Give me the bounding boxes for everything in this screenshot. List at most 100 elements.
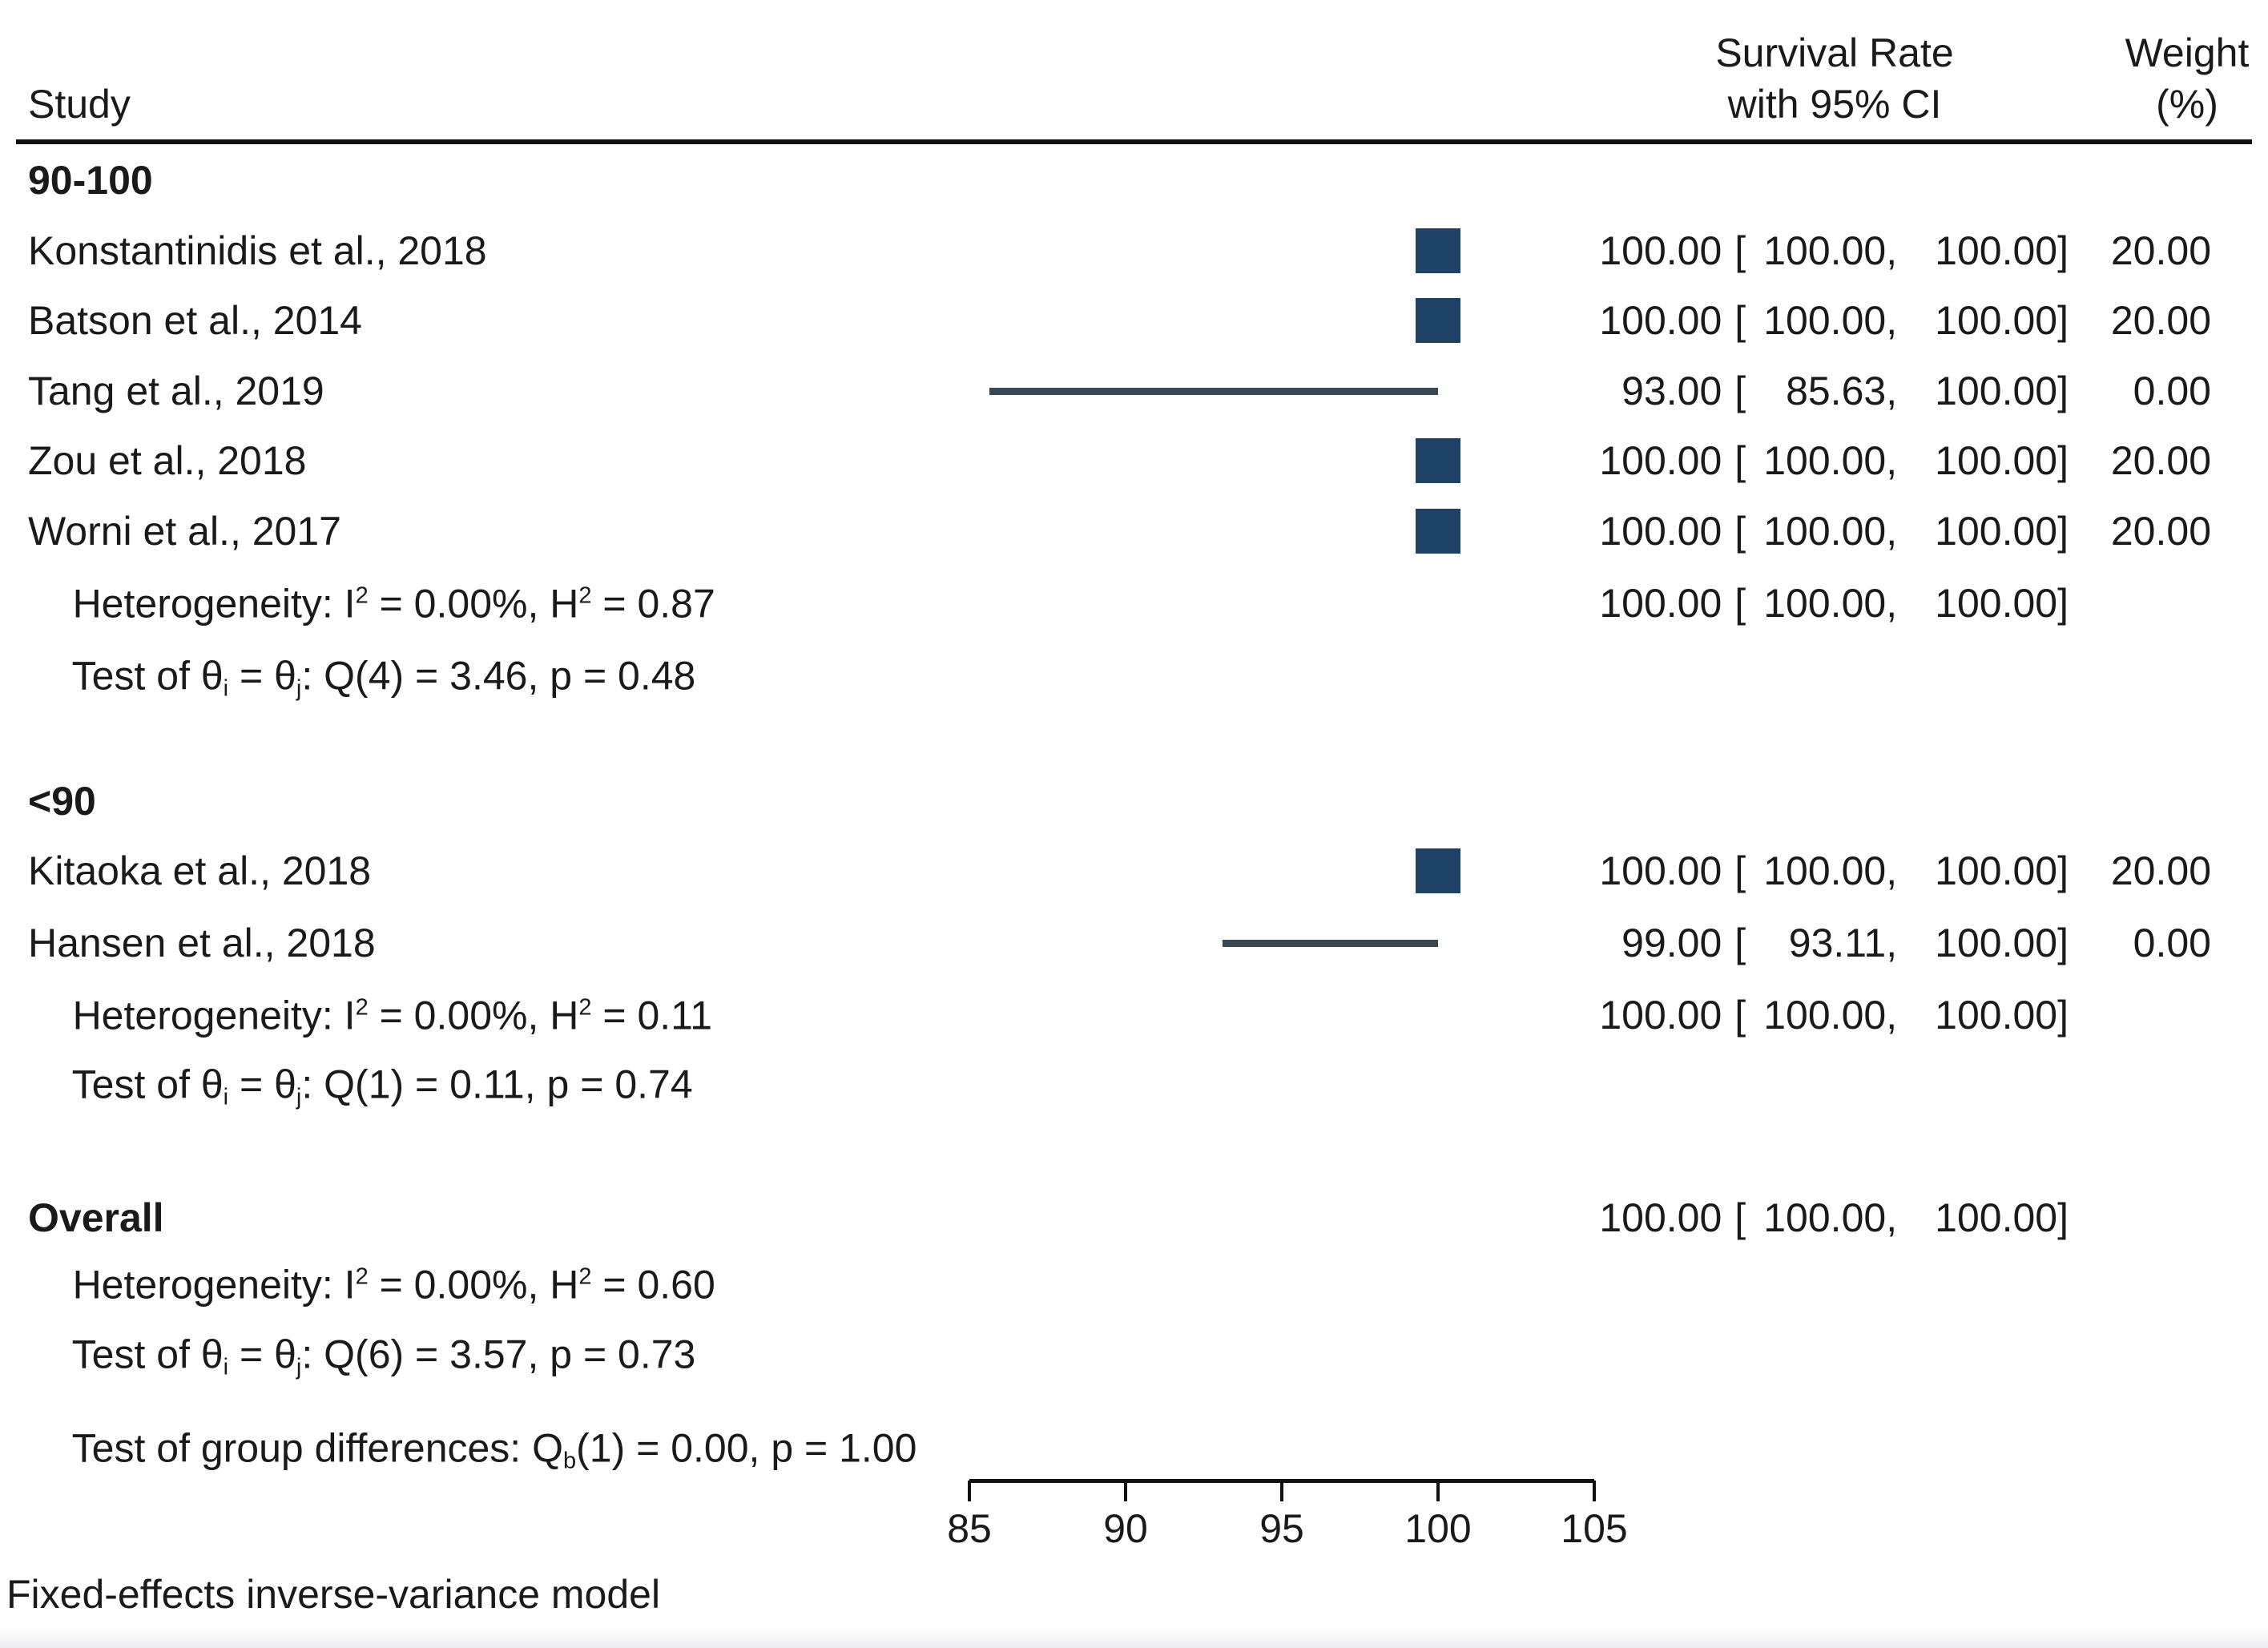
test-line: Test of θi = θj: Q(6) = 3.57, p = 0.73 — [28, 1291, 696, 1417]
estimate-value: 100.00 — [1599, 297, 1722, 343]
overall-label: Overall — [28, 1195, 164, 1240]
superscript-2: 2 — [578, 582, 592, 609]
het-text: Heterogeneity: I — [72, 580, 356, 626]
het-text: Heterogeneity: I — [72, 1261, 356, 1307]
x-axis-tick-label: 90 — [1103, 1506, 1148, 1551]
subscript-b: b — [562, 1447, 577, 1473]
test-line: Test of θi = θj: Q(1) = 0.11, p = 0.74 — [28, 1021, 693, 1147]
weight-value: 20.00 — [2110, 848, 2211, 893]
effect-estimate-cell: 99.00 [93.11, 100.00] — [1573, 922, 2069, 965]
test-text: = θ — [228, 1331, 296, 1376]
ci-upper: 100.00 — [1935, 580, 2058, 626]
bracket-open: [ — [1734, 368, 1746, 413]
comma: , — [1886, 992, 1898, 1038]
group-summary-cell: 100.00[100.00, 100.00] — [1573, 994, 2069, 1037]
estimate-value: 100.00 — [1599, 848, 1722, 893]
test-text: : Q(6) = 3.57, p = 0.73 — [301, 1331, 696, 1376]
bracket-close: ] — [2057, 228, 2069, 273]
bracket-open: [ — [1734, 508, 1746, 554]
header-rule — [16, 139, 2252, 144]
estimate-value: 100.00 — [1599, 580, 1722, 626]
bracket-close: ] — [2057, 297, 2069, 343]
heterogeneity-line: Heterogeneity: I2 = 0.00%, H2 = 0.60 — [28, 1221, 715, 1348]
superscript-2: 2 — [355, 1263, 369, 1290]
bracket-open: [ — [1734, 992, 1746, 1038]
x-axis-tick-label: 95 — [1259, 1506, 1304, 1551]
x-axis-tick-label: 85 — [947, 1506, 992, 1551]
effect-estimate-cell: 100.00[100.00, 100.00] — [1573, 300, 2069, 342]
ci-lower: 100.00 — [1763, 228, 1887, 273]
weight-value: 0.00 — [2133, 920, 2211, 965]
heterogeneity-line: Heterogeneity: I2 = 0.00%, H2 = 0.11 — [28, 952, 713, 1078]
bracket-close: ] — [2057, 580, 2069, 626]
bracket-close: ] — [2057, 920, 2069, 965]
ci-lower: 100.00 — [1763, 992, 1887, 1038]
effect-size-marker — [1416, 438, 1460, 483]
study-label: Kitaoka et al., 2018 — [28, 848, 372, 893]
effect-size-marker — [1416, 848, 1460, 893]
ci-upper: 100.00 — [1935, 297, 2058, 343]
test-text: Test of θ — [71, 1331, 224, 1376]
bottom-edge-shading — [0, 1627, 2268, 1648]
test-text: = θ — [228, 652, 296, 698]
study-label: Batson et al., 2014 — [28, 297, 362, 343]
ci-lower: 85.63 — [1786, 368, 1887, 413]
comma: , — [1886, 368, 1898, 413]
bracket-open: [ — [1734, 920, 1746, 965]
estimate-value: 100.00 — [1599, 437, 1722, 483]
effect-estimate-cell: 93.00 [85.63, 100.00] — [1573, 370, 2069, 413]
subscript-j: j — [296, 675, 302, 701]
bracket-open: [ — [1734, 297, 1746, 343]
subscript-i: i — [223, 1353, 229, 1380]
weight-column-header-line2: (%) — [2156, 81, 2218, 127]
effect-size-marker — [1416, 509, 1460, 554]
het-text: = 0.60 — [591, 1261, 715, 1307]
bracket-close: ] — [2057, 992, 2069, 1038]
test-text: : Q(1) = 0.11, p = 0.74 — [301, 1061, 693, 1106]
bracket-open: [ — [1734, 580, 1746, 626]
study-label: Tang et al., 2019 — [28, 368, 324, 413]
comma: , — [1886, 848, 1898, 893]
comma: , — [1886, 228, 1898, 273]
ci-upper: 100.00 — [1935, 228, 2058, 273]
effect-estimate-cell: 100.00[100.00, 100.00] — [1573, 440, 2069, 482]
comma: , — [1886, 508, 1898, 554]
bracket-open: [ — [1734, 1195, 1746, 1240]
ci-upper: 100.00 — [1935, 368, 2058, 413]
subscript-i: i — [223, 675, 229, 701]
effect-size-marker — [1416, 228, 1460, 273]
effect-estimate-cell: 100.00[100.00, 100.00] — [1573, 850, 2069, 892]
ci-upper: 100.00 — [1935, 437, 2058, 483]
superscript-2: 2 — [355, 582, 369, 609]
study-label: Worni et al., 2017 — [28, 508, 341, 554]
study-label: Konstantinidis et al., 2018 — [28, 228, 487, 273]
het-text: = 0.00%, H — [368, 992, 579, 1038]
weight-column-header-line1: Weight — [2125, 30, 2250, 75]
ci-lower: 100.00 — [1763, 508, 1887, 554]
comma: , — [1886, 297, 1898, 343]
ci-upper: 100.00 — [1935, 1195, 2058, 1240]
test-line: Test of θi = θj: Q(4) = 3.46, p = 0.48 — [28, 612, 696, 739]
bracket-close: ] — [2057, 508, 2069, 554]
comma: , — [1886, 920, 1898, 965]
bracket-close: ] — [2057, 437, 2069, 483]
estimate-value: 99.00 — [1621, 920, 1722, 965]
confidence-interval-line — [989, 388, 1438, 395]
het-text: = 0.00%, H — [368, 580, 579, 626]
test-text: Test of θ — [71, 1061, 224, 1106]
effect-estimate-cell: 100.00[100.00, 100.00] — [1573, 510, 2069, 553]
confidence-interval-line — [1223, 940, 1438, 947]
bracket-open: [ — [1734, 228, 1746, 273]
comma: , — [1886, 580, 1898, 626]
estimate-value: 93.00 — [1621, 368, 1722, 413]
comma: , — [1886, 1195, 1898, 1240]
estimate-value: 100.00 — [1599, 1195, 1722, 1240]
ci-upper: 100.00 — [1935, 848, 2058, 893]
ci-upper: 100.00 — [1935, 920, 2058, 965]
subscript-j: j — [296, 1083, 302, 1110]
x-axis-tick-label: 105 — [1561, 1506, 1628, 1551]
bracket-open: [ — [1734, 848, 1746, 893]
subscript-i: i — [223, 1083, 229, 1110]
test-text: : Q(4) = 3.46, p = 0.48 — [301, 652, 696, 698]
bracket-close: ] — [2057, 848, 2069, 893]
